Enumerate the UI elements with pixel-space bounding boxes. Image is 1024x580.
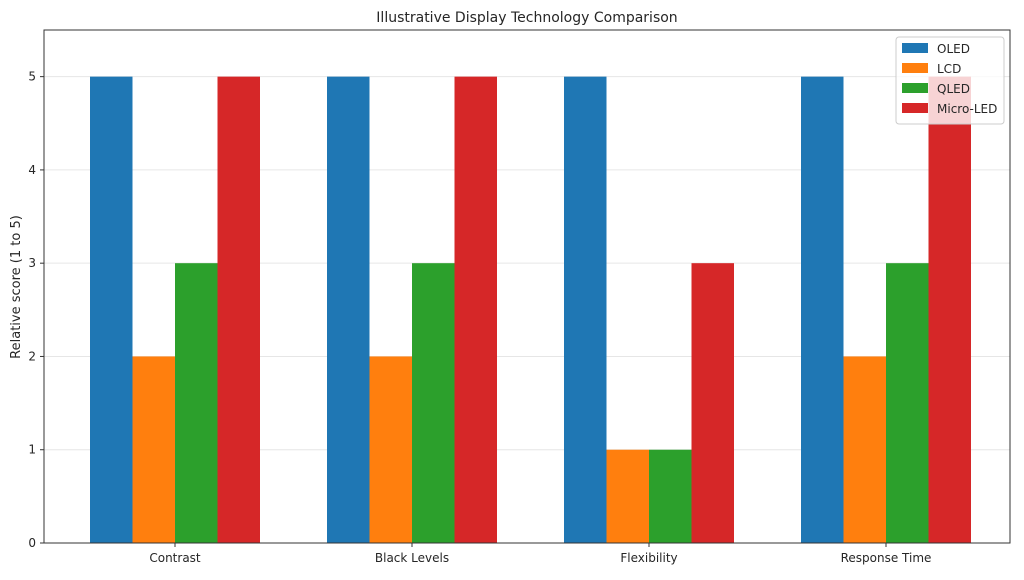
legend-label: LCD: [937, 62, 961, 76]
y-axis-label: Relative score (1 to 5): [9, 215, 24, 359]
legend-label: OLED: [937, 42, 970, 56]
y-tick-label: 2: [28, 349, 36, 363]
bar-qled-flexibility: [649, 449, 692, 543]
x-tick-label: Contrast: [149, 551, 201, 565]
bar-micro-led-flexibility: [691, 263, 734, 543]
x-tick-label: Flexibility: [620, 551, 677, 565]
bar-lcd-response-time: [843, 356, 886, 543]
bar-lcd-contrast: [132, 356, 175, 543]
bar-micro-led-response-time: [928, 76, 971, 544]
bar-qled-black-levels: [412, 263, 455, 543]
plot-frame: [43, 29, 1011, 544]
chart-title: Illustrative Display Technology Comparis…: [376, 10, 677, 26]
bar-oled-contrast: [90, 76, 133, 544]
legend-swatch: [902, 103, 928, 113]
bar-oled-flexibility: [564, 76, 607, 544]
y-tick-label: 5: [28, 70, 36, 84]
x-tick-label: Black Levels: [375, 551, 449, 565]
y-tick-label: 3: [28, 256, 36, 270]
y-tick-label: 0: [28, 536, 36, 550]
x-tick-label: Response Time: [841, 551, 932, 565]
bar-micro-led-black-levels: [454, 76, 497, 544]
bar-micro-led-contrast: [217, 76, 260, 544]
legend-label: Micro-LED: [937, 102, 997, 116]
legend-swatch: [902, 83, 928, 93]
bar-lcd-black-levels: [369, 356, 412, 543]
bar-oled-black-levels: [327, 76, 370, 544]
legend-swatch: [902, 43, 928, 53]
bar-oled-response-time: [801, 76, 844, 544]
y-tick-label: 1: [28, 443, 36, 457]
legend-swatch: [902, 63, 928, 73]
bar-qled-response-time: [886, 263, 929, 543]
y-tick-label: 4: [28, 163, 36, 177]
bar-lcd-flexibility: [606, 449, 649, 543]
legend-label: QLED: [937, 82, 970, 96]
bar-qled-contrast: [175, 263, 218, 543]
legend-box: [895, 36, 1005, 125]
